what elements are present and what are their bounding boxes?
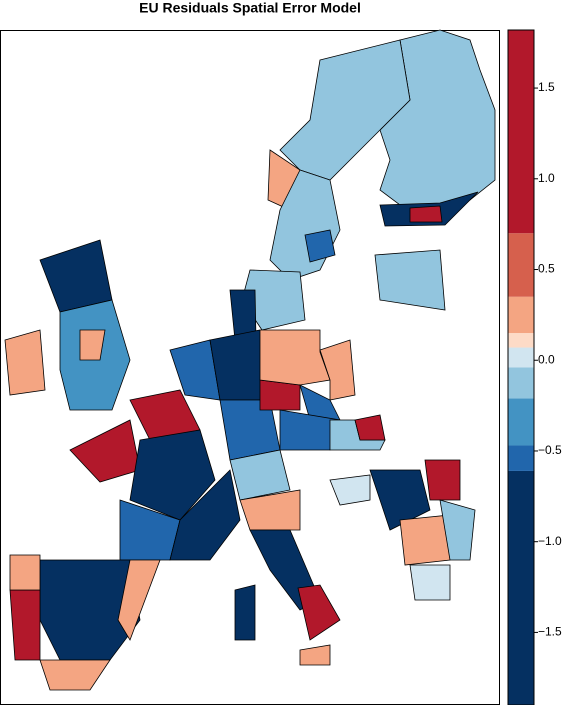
region xyxy=(117,559,161,641)
region xyxy=(239,489,301,531)
colorbar-class xyxy=(508,333,534,348)
region xyxy=(39,659,111,691)
colorbar-class xyxy=(508,347,534,368)
region xyxy=(399,514,451,566)
region xyxy=(329,474,371,506)
region xyxy=(229,449,291,501)
region xyxy=(409,205,443,223)
tick-label: 0.5 xyxy=(538,262,555,276)
tick-label: 1.5 xyxy=(538,80,555,94)
region xyxy=(354,414,386,441)
colorbar-class xyxy=(508,398,534,446)
region xyxy=(299,644,331,666)
region xyxy=(279,39,411,181)
region xyxy=(69,419,141,483)
region xyxy=(304,229,336,263)
region xyxy=(297,584,341,641)
colorbar-class xyxy=(508,30,534,234)
region xyxy=(374,249,446,311)
tick-label: −1.5 xyxy=(538,625,562,639)
region xyxy=(234,584,256,641)
region xyxy=(39,239,113,313)
colorbar-class xyxy=(508,296,534,334)
colorbar-class xyxy=(508,233,534,297)
region xyxy=(4,329,46,396)
region xyxy=(79,329,106,361)
region xyxy=(129,429,216,521)
region xyxy=(9,554,41,591)
region xyxy=(319,339,356,401)
region xyxy=(409,564,451,601)
region xyxy=(439,499,476,561)
colorbar-frame xyxy=(507,29,535,705)
tick-label: −1.0 xyxy=(538,534,562,548)
colorbar-class xyxy=(508,367,534,399)
region xyxy=(369,469,431,531)
colorbar-class xyxy=(508,445,534,471)
tick-label: 1.0 xyxy=(538,171,555,185)
region xyxy=(169,469,241,561)
region xyxy=(259,329,331,386)
region xyxy=(9,589,41,661)
region xyxy=(424,459,461,501)
tick-label: 0.0 xyxy=(538,352,555,366)
tick-label: −0.5 xyxy=(538,443,562,457)
colorbar-class xyxy=(508,470,534,705)
chart-title: EU Residuals Spatial Error Model xyxy=(139,0,361,16)
